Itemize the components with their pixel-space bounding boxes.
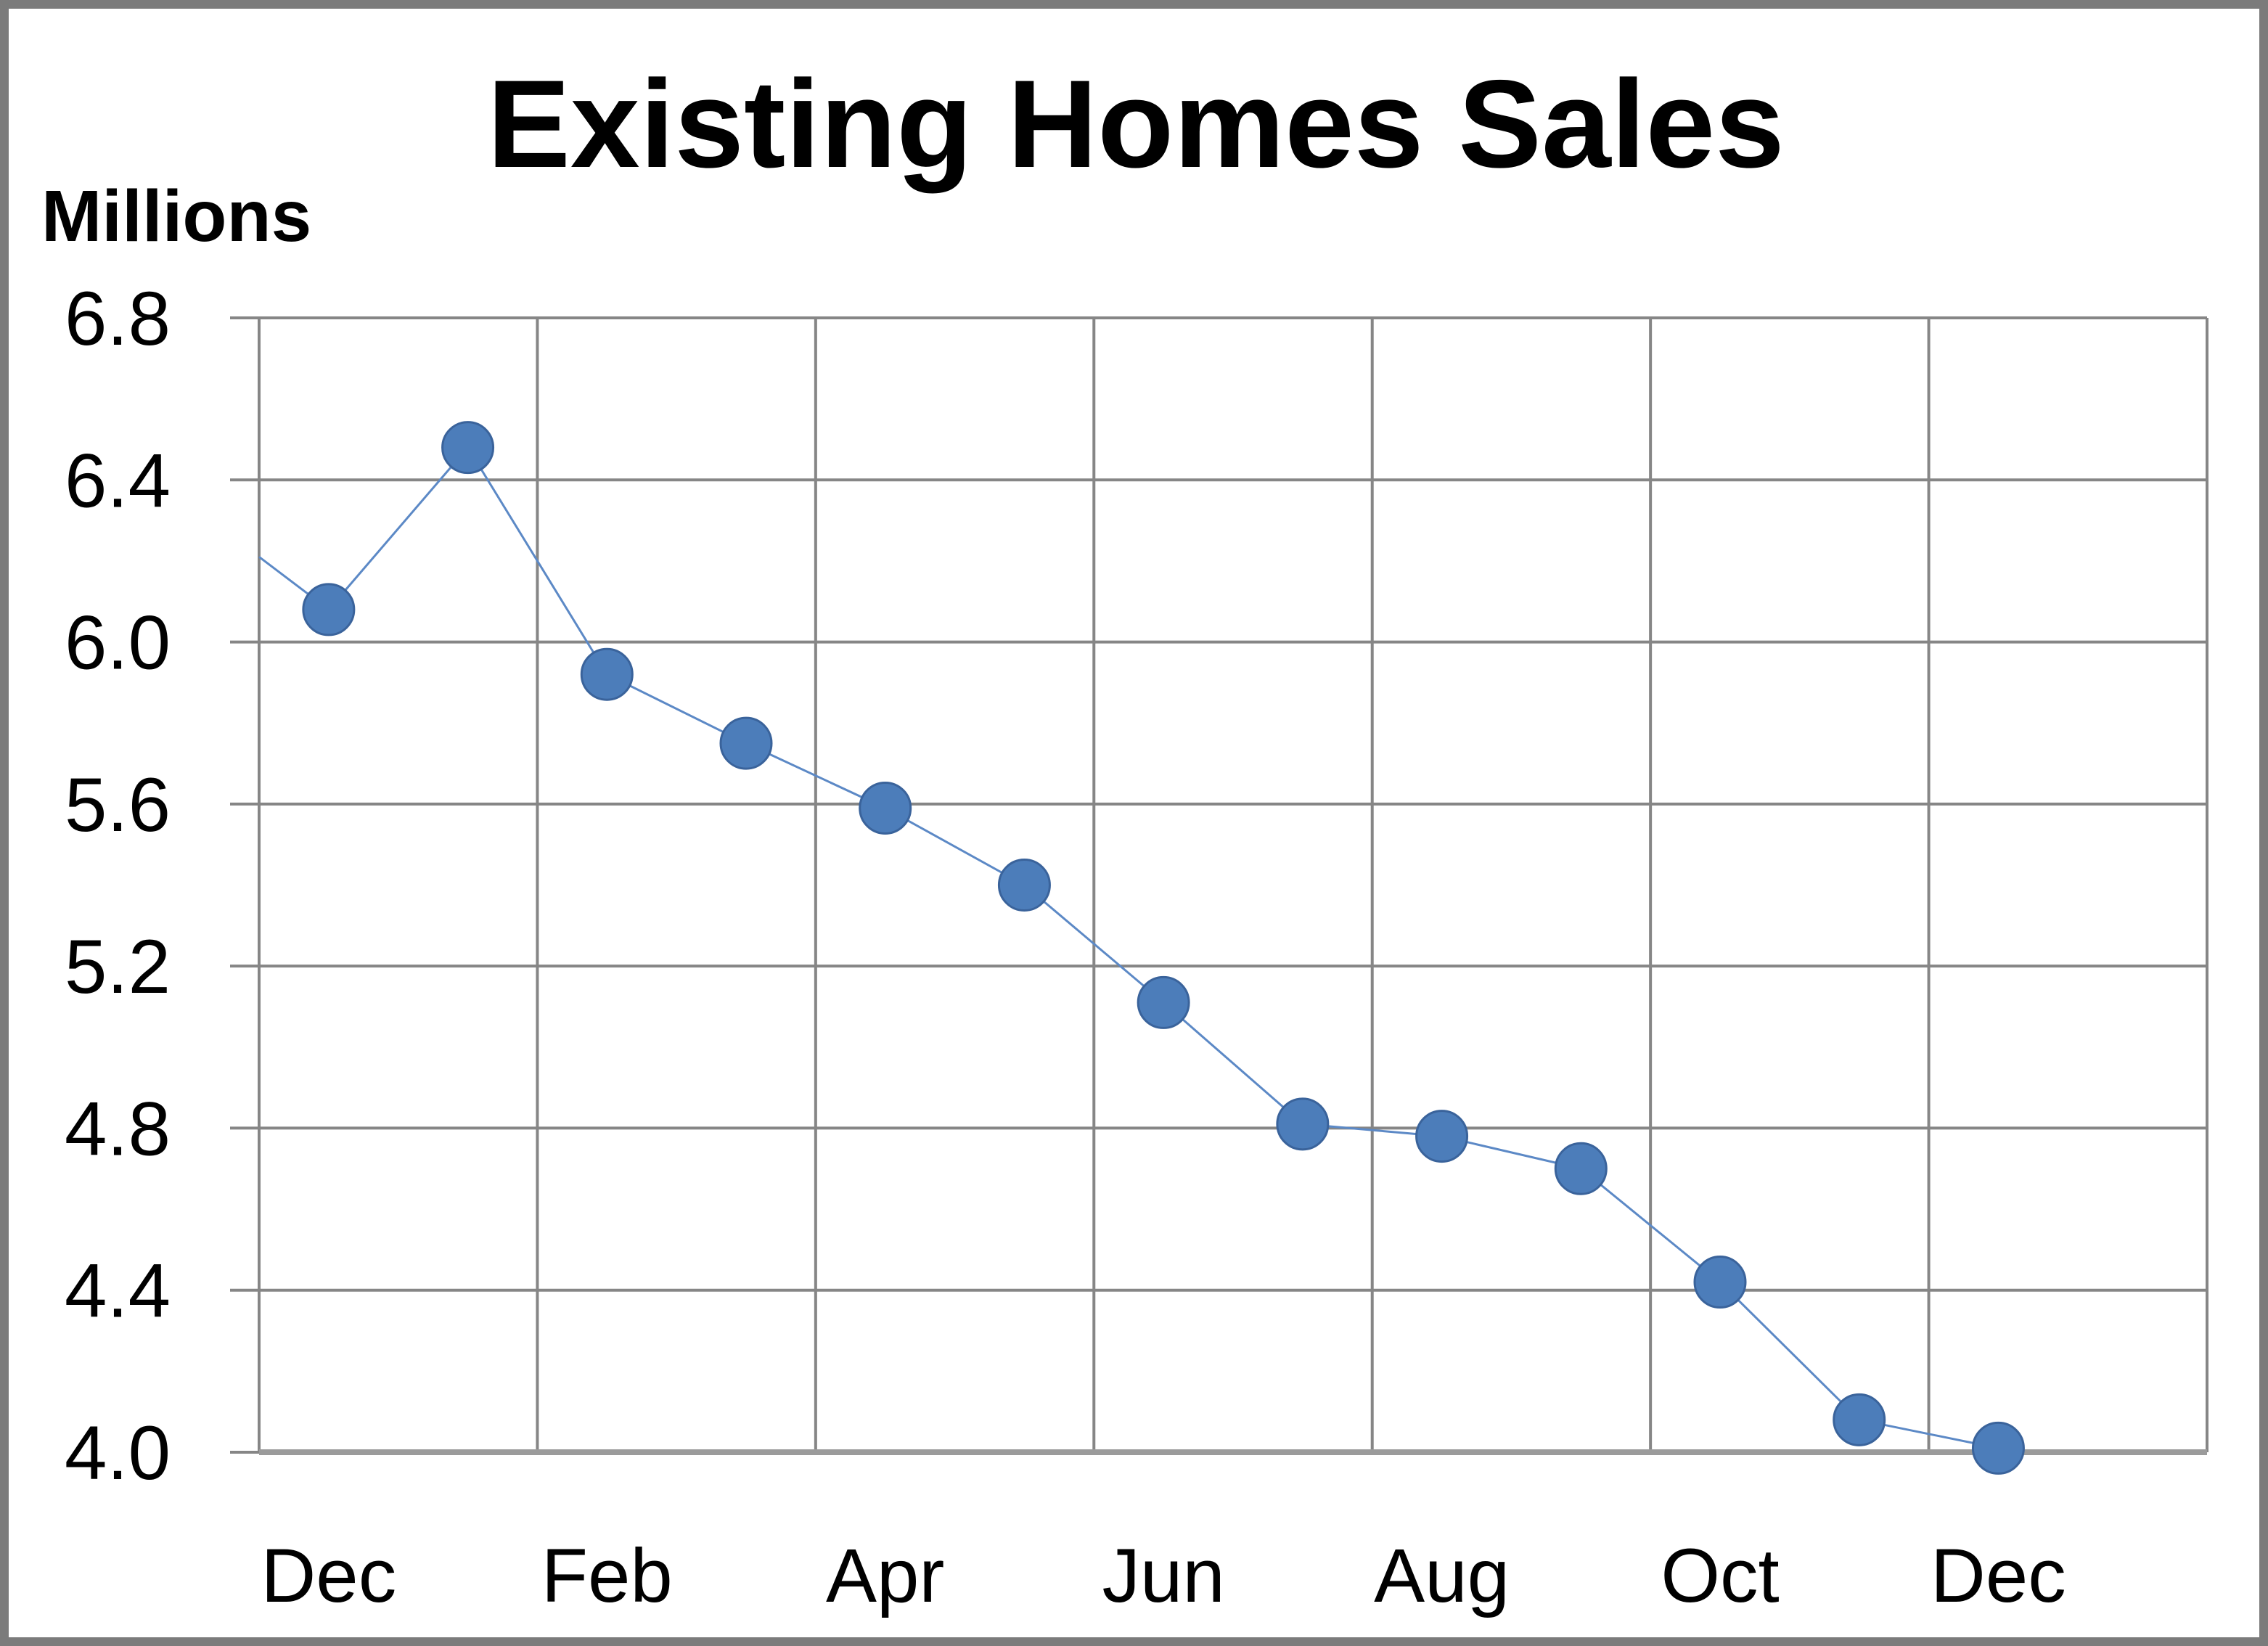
y-tick-label: 4.0 [65, 1411, 171, 1496]
y-tick-label: 4.4 [65, 1249, 171, 1334]
data-point [1833, 1393, 1886, 1446]
data-point [1276, 1097, 1330, 1151]
series-line [258, 446, 1999, 1449]
data-point [1554, 1142, 1608, 1195]
y-tick-label: 6.0 [65, 601, 171, 686]
data-point [441, 421, 495, 475]
ticks-layer [230, 316, 259, 1454]
data-point [302, 583, 356, 636]
data-point [1415, 1110, 1469, 1163]
data-point [1693, 1256, 1747, 1309]
x-axis-tick-labels: Dec Feb Apr Jun Aug Oct Dec [261, 1534, 2066, 1618]
x-tick-label: Oct [1661, 1534, 1779, 1618]
x-tick-label: Dec [261, 1534, 396, 1618]
data-point [997, 859, 1051, 912]
data-point [1137, 975, 1190, 1029]
gridlines-layer [258, 316, 2208, 1452]
y-tick-label: 6.8 [65, 277, 171, 361]
data-point [580, 647, 634, 701]
data-point [1971, 1421, 2025, 1475]
data-point [859, 781, 912, 835]
y-axis-units-label: Millions [41, 176, 311, 257]
data-series-layer [258, 421, 2025, 1475]
chart-title: Existing Homes Sales [487, 54, 1785, 194]
x-tick-label: Aug [1374, 1534, 1510, 1618]
y-tick-label: 5.6 [65, 763, 171, 848]
x-tick-label: Dec [1931, 1534, 2066, 1618]
x-tick-label: Feb [541, 1534, 673, 1618]
x-tick-label: Jun [1102, 1534, 1224, 1618]
y-tick-label: 6.4 [65, 438, 171, 523]
y-tick-label: 5.2 [65, 925, 171, 1010]
y-tick-label: 4.8 [65, 1086, 171, 1171]
data-point [719, 716, 773, 770]
y-axis-tick-labels: 6.8 6.4 6.0 5.6 5.2 4.8 4.4 4.0 [65, 277, 171, 1496]
x-tick-label: Apr [826, 1534, 944, 1618]
